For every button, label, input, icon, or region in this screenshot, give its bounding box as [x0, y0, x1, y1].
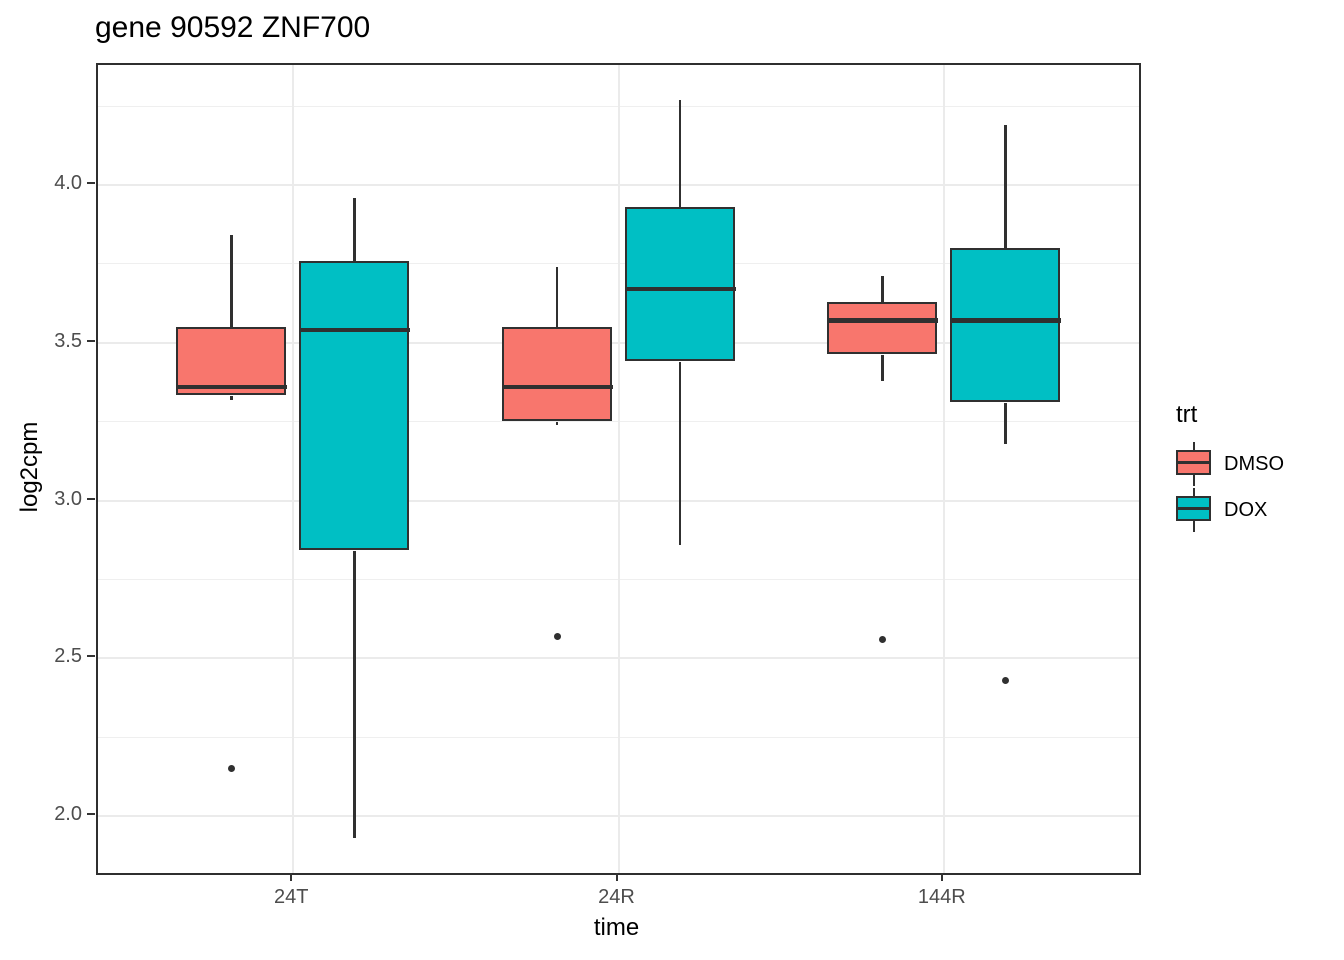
lower-whisker — [881, 355, 884, 381]
median-line — [299, 327, 411, 333]
plot-panel — [96, 63, 1141, 875]
median-line — [624, 286, 736, 292]
lower-whisker — [1004, 402, 1007, 444]
key-median-line — [1178, 507, 1209, 510]
y-tick-label: 2.0 — [54, 803, 82, 826]
x-tick-mark — [615, 873, 618, 881]
outlier-point — [878, 635, 886, 643]
lower-whisker — [678, 361, 682, 545]
median-line — [501, 384, 613, 390]
lower-whisker — [353, 551, 356, 839]
boxplot-box-dox-144r — [949, 248, 1060, 402]
boxplot-box-dox-24t — [299, 260, 410, 551]
boxplot-key-icon — [1176, 442, 1212, 486]
x-tick-label: 24R — [598, 886, 635, 908]
median-line — [176, 384, 288, 390]
median-line — [949, 318, 1061, 323]
boxplot-key-icon — [1176, 488, 1212, 532]
y-tick-mark — [87, 181, 95, 184]
x-tick-label: 24T — [273, 886, 309, 908]
boxplot-box-dmso-24t — [176, 326, 287, 396]
legend-item-dmso: DMSO — [1176, 442, 1284, 486]
key-box — [1176, 450, 1211, 475]
legend-title: trt — [1176, 401, 1198, 428]
upper-whisker — [1004, 124, 1007, 249]
lower-whisker — [555, 421, 559, 425]
outlier-point — [553, 632, 561, 640]
y-tick-mark — [87, 339, 95, 342]
median-line — [826, 318, 938, 323]
legend-item-dox: DOX — [1176, 488, 1284, 532]
y-tick-label: 3.0 — [54, 487, 82, 510]
y-tick-label: 3.5 — [54, 329, 82, 352]
legend: trt DMSO DOX — [1176, 400, 1284, 534]
y-tick-label: 4.0 — [54, 171, 82, 194]
x-tick-label: 144R — [917, 886, 966, 908]
plot-title: gene 90592 ZNF700 — [95, 11, 371, 44]
boxplot-box-dmso-144r — [826, 301, 937, 355]
upper-whisker — [678, 99, 682, 208]
y-tick-mark — [87, 813, 95, 816]
x-axis-title: time — [593, 914, 640, 941]
upper-whisker — [230, 235, 233, 327]
upper-whisker — [555, 267, 559, 327]
boxplot-box-dox-24r — [624, 207, 735, 361]
outlier-point — [228, 765, 236, 773]
y-tick-mark — [87, 497, 95, 500]
lower-whisker — [230, 396, 233, 400]
upper-whisker — [881, 276, 884, 302]
major-gridline-vertical — [942, 65, 945, 873]
y-tick-mark — [87, 655, 95, 658]
major-gridline-vertical — [292, 65, 295, 873]
x-tick-mark — [940, 873, 943, 881]
outlier-point — [1001, 676, 1009, 684]
key-median-line — [1178, 461, 1209, 464]
legend-label-dox: DOX — [1224, 498, 1268, 521]
upper-whisker — [353, 197, 356, 261]
x-tick-mark — [290, 873, 293, 881]
y-tick-label: 2.5 — [54, 645, 82, 668]
boxplot-box-dmso-24r — [501, 326, 612, 421]
legend-label-dmso: DMSO — [1224, 452, 1284, 475]
key-box — [1176, 496, 1211, 521]
major-gridline-vertical — [617, 65, 620, 873]
